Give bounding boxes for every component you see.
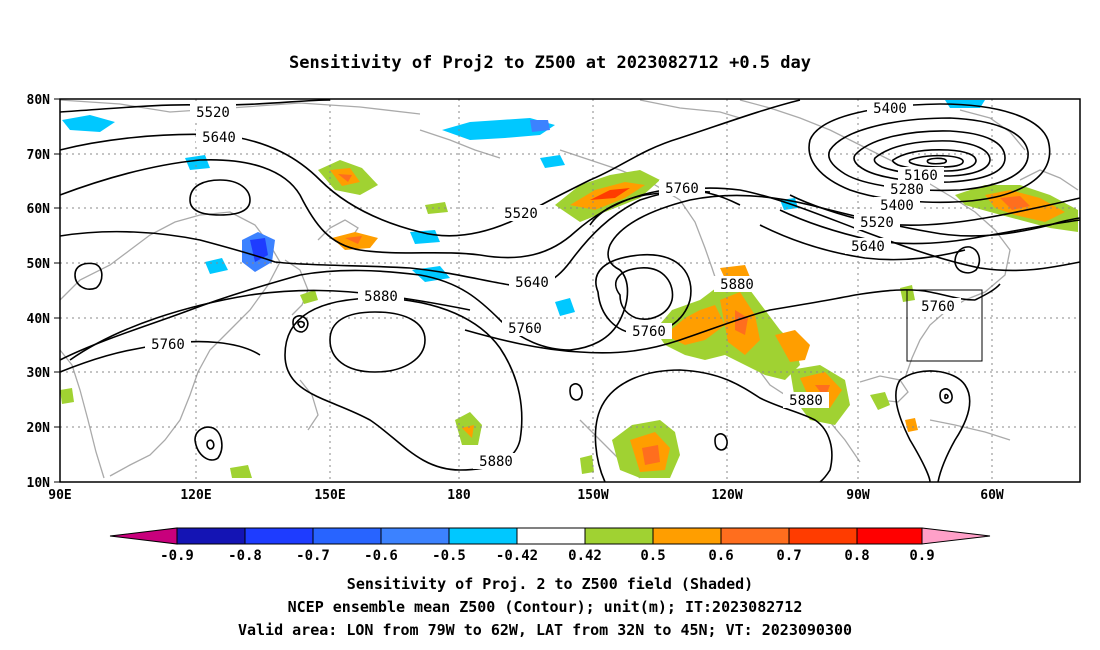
contour-label: 5760 [659, 180, 705, 197]
contour-label: 5400 [867, 100, 913, 117]
negative-sensitivity-shading [62, 100, 985, 316]
lon-label: 120E [180, 488, 211, 503]
colorbar-tick: 0.7 [776, 548, 801, 564]
contour-label-text: 5280 [890, 182, 924, 198]
caption-line: Valid area: LON from 79W to 62W, LAT fro… [238, 621, 852, 639]
contour-label: 5520 [190, 104, 236, 121]
lat-label: 50N [27, 257, 51, 272]
lon-label: 120W [711, 488, 742, 503]
contour-label: 5760 [626, 323, 672, 340]
contour-label: 5760 [915, 298, 961, 315]
colorbar-tick: 0.8 [844, 548, 869, 564]
contour-label-text: 5520 [196, 105, 230, 121]
colorbar-tick: 0.6 [708, 548, 733, 564]
z500-contours [59, 99, 1081, 483]
contour-label-text: 5760 [151, 337, 185, 353]
contour-label-text: 5880 [479, 454, 513, 470]
lon-label: 60W [980, 488, 1004, 503]
contour-label: 5880 [473, 453, 519, 470]
contour-label-text: 5520 [504, 206, 538, 222]
latitude-labels: 80N 70N 60N 50N 40N 30N 20N 10N [27, 93, 51, 491]
axis-ticks [54, 98, 60, 483]
lat-label: 20N [27, 421, 51, 436]
contour-label: 5640 [845, 238, 891, 255]
lat-label: 80N [27, 93, 51, 108]
contour-label: 5760 [502, 320, 548, 337]
gridlines [60, 99, 1080, 482]
lat-label: 10N [27, 476, 51, 491]
colorbar-tick: -0.42 [496, 548, 538, 564]
contour-label: 5160 [898, 167, 944, 184]
caption-line: Sensitivity of Proj. 2 to Z500 field (Sh… [347, 575, 753, 593]
contour-label: 5760 [145, 336, 191, 353]
colorbar-segment [380, 527, 450, 545]
contour-label-text: 5880 [789, 393, 823, 409]
lon-label: 90E [48, 488, 71, 503]
contour-label-text: 5400 [873, 101, 907, 117]
colorbar-tick: -0.6 [364, 548, 398, 564]
contour-label-text: 5640 [202, 130, 236, 146]
longitude-labels: 90E 120E 150E 180 150W 120W 90W 60W [48, 488, 1004, 503]
colorbar-segment [921, 527, 991, 545]
contour-label: 5640 [196, 129, 242, 146]
caption-line: NCEP ensemble mean Z500 (Contour); unit(… [288, 598, 803, 616]
lon-label: 90W [846, 488, 870, 503]
contour-label-text: 5640 [851, 239, 885, 255]
colorbar-segment [244, 527, 314, 545]
colorbar-segment [312, 527, 382, 545]
contour-label-text: 5760 [665, 181, 699, 197]
lon-label: 150E [314, 488, 345, 503]
map-panel: 5520 5640 5400 5160 5280 5400 5520 5640 … [27, 93, 1081, 503]
contour-label-text: 5760 [921, 299, 955, 315]
colorbar-tick: 0.9 [909, 548, 934, 564]
colorbar: -0.9 -0.8 -0.7 -0.6 -0.5 -0.42 0.42 0.5 … [109, 527, 991, 564]
colorbar-segment [652, 527, 722, 545]
contour-label-text: 5760 [508, 321, 542, 337]
lat-label: 70N [27, 148, 51, 163]
colorbar-segment [856, 527, 923, 545]
contour-label: 5880 [783, 392, 829, 409]
lon-label: 150W [577, 488, 608, 503]
colorbar-tick: -0.8 [228, 548, 262, 564]
lat-label: 30N [27, 366, 51, 381]
contour-label-text: 5400 [880, 198, 914, 214]
colorbar-segment [109, 527, 178, 545]
contour-label-text: 5640 [515, 275, 549, 291]
contour-label-text: 5880 [364, 289, 398, 305]
colorbar-segment [176, 527, 246, 545]
lon-label: 180 [447, 488, 471, 503]
colorbar-tick: 0.5 [640, 548, 665, 564]
contour-label-text: 5520 [860, 215, 894, 231]
contour-label-group: 5520 5640 5400 5160 5280 5400 5520 5640 … [145, 100, 961, 470]
contour-label: 5520 [498, 205, 544, 222]
contour-label-text: 5880 [720, 277, 754, 293]
colorbar-segment [448, 527, 518, 545]
contour-label: 5400 [874, 197, 920, 214]
contour-label: 5280 [884, 181, 930, 198]
contour-label: 5880 [358, 288, 404, 305]
contour-label-text: 5160 [904, 168, 938, 184]
colorbar-segment [584, 527, 654, 545]
map-frame [59, 98, 1081, 483]
contour-label-text: 5760 [632, 324, 666, 340]
contour-label: 5640 [509, 274, 555, 291]
colorbar-ticks: -0.9 -0.8 -0.7 -0.6 -0.5 -0.42 0.42 0.5 … [160, 548, 935, 564]
contour-label: 5880 [714, 276, 760, 293]
colorbar-tick: -0.7 [296, 548, 330, 564]
colorbar-segments [109, 527, 991, 545]
colorbar-segment [720, 527, 790, 545]
figure-title: Sensitivity of Proj2 to Z500 at 20230827… [289, 53, 811, 73]
colorbar-tick: -0.5 [432, 548, 466, 564]
colorbar-segment [516, 527, 586, 545]
contour-label: 5520 [854, 214, 900, 231]
lat-label: 40N [27, 312, 51, 327]
valid-area-box [906, 289, 983, 362]
captions: Sensitivity of Proj. 2 to Z500 field (Sh… [238, 575, 852, 639]
colorbar-tick: 0.42 [568, 548, 602, 564]
colorbar-segment [788, 527, 858, 545]
colorbar-tick: -0.9 [160, 548, 194, 564]
lat-label: 60N [27, 202, 51, 217]
